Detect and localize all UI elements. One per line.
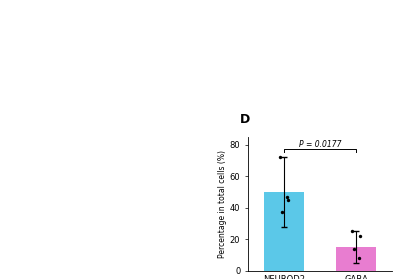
Point	[356, 256, 362, 260]
Point	[357, 234, 364, 238]
Point	[349, 229, 356, 234]
Bar	[336, 247, 376, 271]
Text: P = 0.0177: P = 0.0177	[299, 140, 341, 148]
Bar	[264, 192, 304, 271]
Point	[279, 210, 285, 215]
Point	[285, 198, 292, 202]
Y-axis label: Percentage in total cells (%): Percentage in total cells (%)	[218, 150, 227, 258]
Point	[284, 194, 290, 199]
Point	[351, 246, 357, 251]
Point	[276, 155, 283, 159]
Text: D: D	[240, 112, 250, 126]
